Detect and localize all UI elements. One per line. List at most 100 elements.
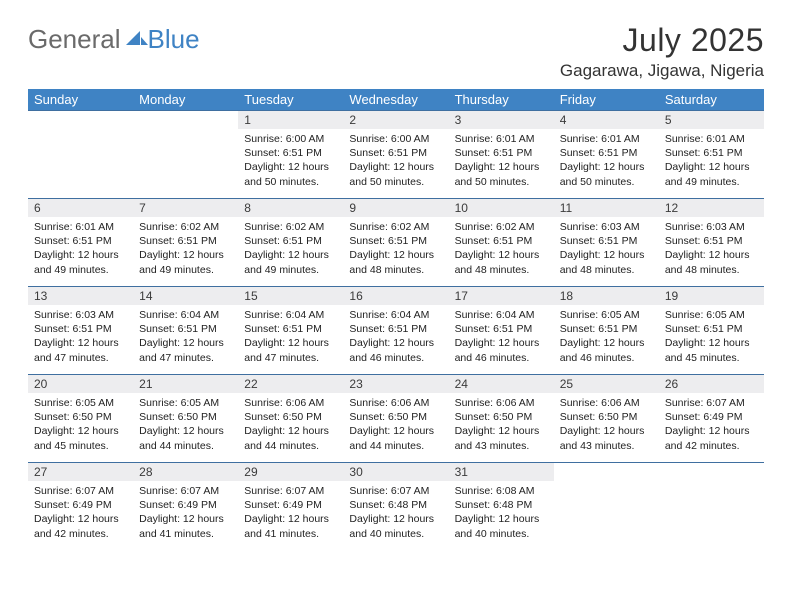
calendar-day-cell: 22Sunrise: 6:06 AMSunset: 6:50 PMDayligh… xyxy=(238,374,343,462)
calendar-week-row: 20Sunrise: 6:05 AMSunset: 6:50 PMDayligh… xyxy=(28,374,764,462)
day-number-empty xyxy=(28,110,133,129)
day-number-empty xyxy=(133,110,238,129)
calendar-week-row: 6Sunrise: 6:01 AMSunset: 6:51 PMDaylight… xyxy=(28,198,764,286)
day-details: Sunrise: 6:06 AMSunset: 6:50 PMDaylight:… xyxy=(238,393,343,457)
day-details: Sunrise: 6:01 AMSunset: 6:51 PMDaylight:… xyxy=(659,129,764,193)
calendar-day-cell: 16Sunrise: 6:04 AMSunset: 6:51 PMDayligh… xyxy=(343,286,448,374)
calendar-day-cell: 20Sunrise: 6:05 AMSunset: 6:50 PMDayligh… xyxy=(28,374,133,462)
day-number: 13 xyxy=(28,286,133,305)
calendar-day-cell: 24Sunrise: 6:06 AMSunset: 6:50 PMDayligh… xyxy=(449,374,554,462)
day-details: Sunrise: 6:04 AMSunset: 6:51 PMDaylight:… xyxy=(449,305,554,369)
weekday-header: Wednesday xyxy=(343,89,448,110)
logo: General Blue xyxy=(28,24,200,55)
day-number: 31 xyxy=(449,462,554,481)
weekday-header: Thursday xyxy=(449,89,554,110)
day-details: Sunrise: 6:00 AMSunset: 6:51 PMDaylight:… xyxy=(238,129,343,193)
day-number: 18 xyxy=(554,286,659,305)
calendar-day-cell: 17Sunrise: 6:04 AMSunset: 6:51 PMDayligh… xyxy=(449,286,554,374)
weekday-header: Tuesday xyxy=(238,89,343,110)
day-details: Sunrise: 6:07 AMSunset: 6:49 PMDaylight:… xyxy=(238,481,343,545)
calendar-table: SundayMondayTuesdayWednesdayThursdayFrid… xyxy=(28,89,764,550)
calendar-day-cell xyxy=(28,110,133,198)
day-details: Sunrise: 6:02 AMSunset: 6:51 PMDaylight:… xyxy=(343,217,448,281)
calendar-day-cell: 29Sunrise: 6:07 AMSunset: 6:49 PMDayligh… xyxy=(238,462,343,550)
logo-text-gray: General xyxy=(28,24,121,55)
calendar-day-cell: 18Sunrise: 6:05 AMSunset: 6:51 PMDayligh… xyxy=(554,286,659,374)
title-block: July 2025 Gagarawa, Jigawa, Nigeria xyxy=(560,22,764,81)
day-number-empty xyxy=(659,462,764,481)
day-details: Sunrise: 6:07 AMSunset: 6:48 PMDaylight:… xyxy=(343,481,448,545)
day-number: 8 xyxy=(238,198,343,217)
day-number: 10 xyxy=(449,198,554,217)
calendar-day-cell xyxy=(554,462,659,550)
calendar-page: General Blue July 2025 Gagarawa, Jigawa,… xyxy=(0,0,792,560)
header: General Blue July 2025 Gagarawa, Jigawa,… xyxy=(28,22,764,81)
location: Gagarawa, Jigawa, Nigeria xyxy=(560,61,764,81)
day-number: 6 xyxy=(28,198,133,217)
calendar-day-cell: 30Sunrise: 6:07 AMSunset: 6:48 PMDayligh… xyxy=(343,462,448,550)
day-number: 4 xyxy=(554,110,659,129)
calendar-day-cell: 11Sunrise: 6:03 AMSunset: 6:51 PMDayligh… xyxy=(554,198,659,286)
calendar-day-cell: 13Sunrise: 6:03 AMSunset: 6:51 PMDayligh… xyxy=(28,286,133,374)
day-number: 14 xyxy=(133,286,238,305)
day-number: 29 xyxy=(238,462,343,481)
calendar-week-row: 13Sunrise: 6:03 AMSunset: 6:51 PMDayligh… xyxy=(28,286,764,374)
calendar-day-cell: 19Sunrise: 6:05 AMSunset: 6:51 PMDayligh… xyxy=(659,286,764,374)
weekday-header: Monday xyxy=(133,89,238,110)
day-details: Sunrise: 6:03 AMSunset: 6:51 PMDaylight:… xyxy=(28,305,133,369)
day-number: 7 xyxy=(133,198,238,217)
calendar-day-cell: 14Sunrise: 6:04 AMSunset: 6:51 PMDayligh… xyxy=(133,286,238,374)
day-details: Sunrise: 6:01 AMSunset: 6:51 PMDaylight:… xyxy=(28,217,133,281)
day-number: 26 xyxy=(659,374,764,393)
day-number: 28 xyxy=(133,462,238,481)
day-number: 22 xyxy=(238,374,343,393)
day-details: Sunrise: 6:06 AMSunset: 6:50 PMDaylight:… xyxy=(449,393,554,457)
calendar-day-cell: 6Sunrise: 6:01 AMSunset: 6:51 PMDaylight… xyxy=(28,198,133,286)
day-details: Sunrise: 6:01 AMSunset: 6:51 PMDaylight:… xyxy=(449,129,554,193)
calendar-day-cell xyxy=(133,110,238,198)
day-details: Sunrise: 6:01 AMSunset: 6:51 PMDaylight:… xyxy=(554,129,659,193)
calendar-body: 1Sunrise: 6:00 AMSunset: 6:51 PMDaylight… xyxy=(28,110,764,550)
day-details: Sunrise: 6:03 AMSunset: 6:51 PMDaylight:… xyxy=(659,217,764,281)
day-number: 19 xyxy=(659,286,764,305)
weekday-header: Friday xyxy=(554,89,659,110)
calendar-day-cell: 9Sunrise: 6:02 AMSunset: 6:51 PMDaylight… xyxy=(343,198,448,286)
day-number: 5 xyxy=(659,110,764,129)
day-number: 3 xyxy=(449,110,554,129)
calendar-day-cell: 25Sunrise: 6:06 AMSunset: 6:50 PMDayligh… xyxy=(554,374,659,462)
day-number: 23 xyxy=(343,374,448,393)
calendar-day-cell: 12Sunrise: 6:03 AMSunset: 6:51 PMDayligh… xyxy=(659,198,764,286)
logo-sail-icon xyxy=(126,29,148,45)
day-details: Sunrise: 6:07 AMSunset: 6:49 PMDaylight:… xyxy=(659,393,764,457)
calendar-day-cell: 10Sunrise: 6:02 AMSunset: 6:51 PMDayligh… xyxy=(449,198,554,286)
day-number: 20 xyxy=(28,374,133,393)
day-number: 27 xyxy=(28,462,133,481)
day-details: Sunrise: 6:04 AMSunset: 6:51 PMDaylight:… xyxy=(133,305,238,369)
calendar-day-cell: 27Sunrise: 6:07 AMSunset: 6:49 PMDayligh… xyxy=(28,462,133,550)
day-details: Sunrise: 6:02 AMSunset: 6:51 PMDaylight:… xyxy=(449,217,554,281)
calendar-day-cell xyxy=(659,462,764,550)
day-number: 1 xyxy=(238,110,343,129)
calendar-day-cell: 23Sunrise: 6:06 AMSunset: 6:50 PMDayligh… xyxy=(343,374,448,462)
calendar-day-cell: 31Sunrise: 6:08 AMSunset: 6:48 PMDayligh… xyxy=(449,462,554,550)
weekday-header: Saturday xyxy=(659,89,764,110)
day-details: Sunrise: 6:04 AMSunset: 6:51 PMDaylight:… xyxy=(343,305,448,369)
calendar-day-cell: 26Sunrise: 6:07 AMSunset: 6:49 PMDayligh… xyxy=(659,374,764,462)
day-number-empty xyxy=(554,462,659,481)
day-details: Sunrise: 6:05 AMSunset: 6:50 PMDaylight:… xyxy=(28,393,133,457)
day-details: Sunrise: 6:05 AMSunset: 6:50 PMDaylight:… xyxy=(133,393,238,457)
weekday-header: Sunday xyxy=(28,89,133,110)
day-number: 21 xyxy=(133,374,238,393)
day-number: 12 xyxy=(659,198,764,217)
calendar-day-cell: 28Sunrise: 6:07 AMSunset: 6:49 PMDayligh… xyxy=(133,462,238,550)
day-number: 24 xyxy=(449,374,554,393)
calendar-week-row: 27Sunrise: 6:07 AMSunset: 6:49 PMDayligh… xyxy=(28,462,764,550)
calendar-day-cell: 2Sunrise: 6:00 AMSunset: 6:51 PMDaylight… xyxy=(343,110,448,198)
day-details: Sunrise: 6:06 AMSunset: 6:50 PMDaylight:… xyxy=(343,393,448,457)
day-details: Sunrise: 6:00 AMSunset: 6:51 PMDaylight:… xyxy=(343,129,448,193)
day-details: Sunrise: 6:02 AMSunset: 6:51 PMDaylight:… xyxy=(238,217,343,281)
calendar-day-cell: 5Sunrise: 6:01 AMSunset: 6:51 PMDaylight… xyxy=(659,110,764,198)
day-details: Sunrise: 6:07 AMSunset: 6:49 PMDaylight:… xyxy=(133,481,238,545)
month-title: July 2025 xyxy=(560,22,764,59)
day-number: 15 xyxy=(238,286,343,305)
